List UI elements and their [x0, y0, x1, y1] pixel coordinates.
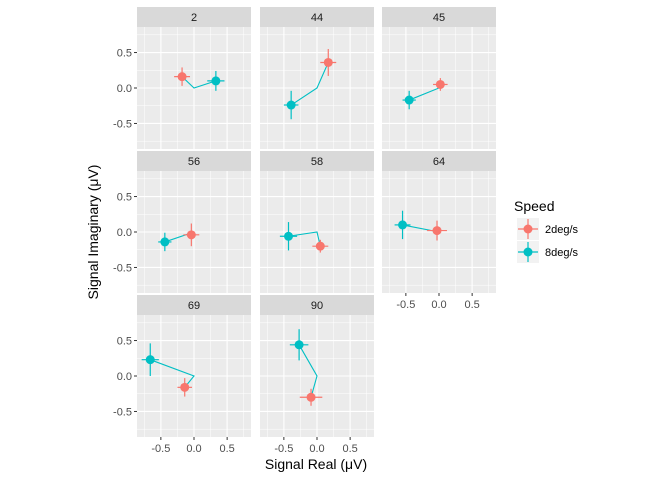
data-point-8deg-s	[404, 95, 414, 105]
legend-entry-8deg-s: 8deg/s	[517, 241, 579, 263]
facet-label: 58	[311, 156, 323, 168]
series-connector-line	[290, 62, 329, 106]
series-connector-line	[150, 359, 195, 388]
facet-strip	[382, 7, 496, 27]
data-point-8deg-s	[284, 231, 293, 241]
y-tick-label: 0.0	[117, 83, 132, 95]
data-point-2deg-s	[180, 382, 190, 392]
y-tick-label: 0.5	[117, 192, 132, 204]
y-tick-label: 0.5	[117, 336, 132, 348]
x-tick-label: 0.5	[219, 443, 234, 455]
x-tick-label: -0.5	[274, 443, 293, 455]
x-tick-label: 0.0	[431, 299, 446, 311]
legend-label: 2deg/s	[545, 224, 579, 236]
facet-strip	[382, 151, 496, 171]
legend-label: 8deg/s	[545, 247, 579, 259]
facet-strip	[137, 151, 251, 171]
data-point-2deg-s	[432, 226, 442, 236]
x-axis-title: Signal Real (μV)	[265, 456, 367, 472]
y-tick-label: -0.5	[113, 406, 132, 418]
data-point-2deg-s	[177, 72, 187, 82]
facet-label: 64	[433, 156, 445, 168]
data-point-8deg-s	[294, 340, 304, 350]
x-tick-label: -0.5	[396, 299, 415, 311]
series-connector-line	[181, 76, 217, 89]
data-point-8deg-s	[398, 220, 408, 230]
y-tick-label: -0.5	[113, 118, 132, 130]
facet-label: 90	[311, 300, 323, 312]
facet-label: 44	[311, 12, 323, 24]
facet-label: 45	[433, 12, 445, 24]
data-point-8deg-s	[160, 237, 170, 247]
x-tick-label: 0.5	[464, 299, 479, 311]
x-tick-label: -0.5	[151, 443, 170, 455]
series-connector-line	[288, 231, 321, 247]
facet-panel-90: 90 -0.5 0.0 0.5	[260, 295, 374, 455]
y-tick-label: 0.5	[117, 48, 132, 60]
facet-label: 69	[188, 300, 200, 312]
legend-entry-2deg-s: 2deg/s	[517, 218, 579, 240]
y-tick-label: 0.0	[117, 227, 132, 239]
legend: Speed 2deg/s 8deg/s	[514, 198, 579, 263]
series-connector-line	[298, 344, 318, 398]
data-point-8deg-s	[286, 100, 296, 110]
y-tick-label: 0.0	[117, 371, 132, 383]
legend-title: Speed	[514, 198, 554, 214]
facet-panel-69: 69 -0.5 0.0 0.5 -0.5 0.0 0.5	[113, 295, 251, 455]
facet-strip	[260, 7, 374, 27]
facet-panel-64: 64 -0.5 0.0 0.5	[382, 151, 496, 311]
data-point-2deg-s	[435, 79, 445, 89]
facet-panel-2: 2 -0.5 0.0 0.5	[113, 7, 251, 149]
legend-key-point	[523, 224, 533, 234]
data-point-2deg-s	[315, 241, 325, 251]
facet-strip	[260, 151, 374, 171]
facet-strip	[137, 7, 251, 27]
data-point-8deg-s	[211, 76, 221, 86]
facet-strip	[260, 295, 374, 315]
x-tick-label: 0.0	[309, 443, 324, 455]
y-axis-title: Signal Imaginary (μV)	[85, 165, 101, 300]
facet-panel-56: 56 -0.5 0.0 0.5	[113, 151, 251, 293]
data-point-2deg-s	[323, 57, 333, 67]
data-point-8deg-s	[145, 355, 155, 365]
x-tick-label: 0.5	[342, 443, 357, 455]
data-point-2deg-s	[186, 230, 196, 240]
legend-key-point	[523, 247, 533, 257]
facet-label: 56	[188, 156, 200, 168]
data-point-2deg-s	[306, 392, 316, 402]
facet-panel-58: 58	[260, 151, 374, 293]
facet-panel-44: 44	[260, 7, 374, 149]
x-tick-label: 0.0	[186, 443, 201, 455]
facet-label: 2	[191, 12, 197, 24]
facet-panel-45: 45	[382, 7, 496, 149]
facet-strip	[137, 295, 251, 315]
y-tick-label: -0.5	[113, 262, 132, 274]
